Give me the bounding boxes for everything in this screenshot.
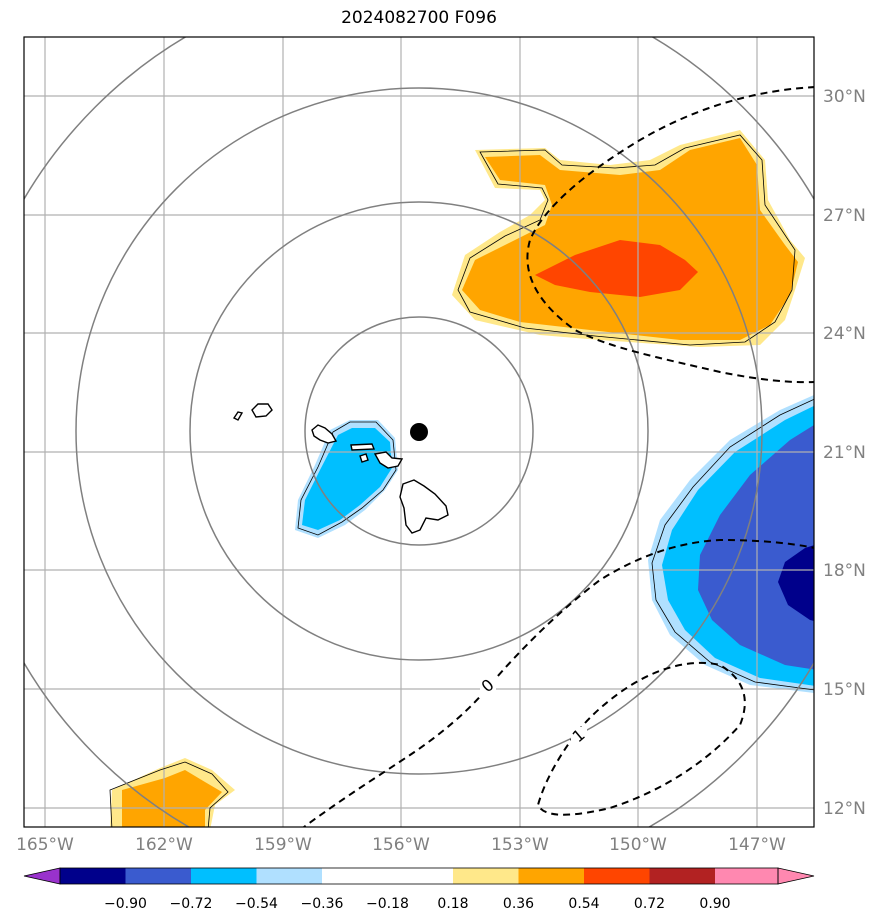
lat-label: 27°N (823, 206, 866, 226)
colorbar-segment (715, 868, 778, 884)
contour-label-one: 1 (569, 725, 589, 746)
colorbar-tick-label: 0.72 (634, 896, 665, 912)
colorbar-tick-label: 0.90 (699, 896, 730, 912)
dashed-contour-north (526, 86, 814, 384)
lat-label: 12°N (823, 799, 866, 819)
colorbar-tick-label: 0.54 (568, 896, 599, 912)
island-oahu (311, 424, 338, 444)
map-title: 2024082700 F096 (341, 8, 497, 28)
colorbar-tick-label: −0.54 (235, 896, 278, 912)
positive-anomaly-region-north (452, 130, 805, 347)
colorbar-segment (584, 868, 650, 884)
colorbar-tick-label: −0.36 (301, 896, 344, 912)
contour-label-zero: 0 (478, 675, 498, 696)
colorbar: −0.90 −0.72 −0.54 −0.36 −0.18 0.18 0.36 … (23, 867, 815, 912)
lat-label: 18°N (823, 561, 866, 581)
island-niihau (232, 411, 244, 421)
colorbar-tick-label: −0.72 (170, 896, 213, 912)
negative-anomaly-region-southeast (648, 395, 814, 693)
hawaiian-islands (232, 403, 449, 534)
longitude-labels: 165°W 162°W 159°W 156°W 153°W 150°W 147°… (16, 835, 786, 855)
colorbar-tick-label: −0.90 (104, 896, 147, 912)
lon-label: 159°W (254, 835, 312, 855)
graticule (24, 37, 814, 827)
colorbar-segment (60, 868, 126, 884)
island-maui (373, 451, 404, 469)
lon-label: 147°W (728, 835, 786, 855)
lat-label: 21°N (823, 443, 866, 463)
colorbar-tick-label: 0.18 (437, 896, 468, 912)
island-molokai (350, 443, 376, 451)
island-hawaii (399, 479, 449, 534)
colorbar-extend-min (23, 867, 61, 885)
lon-label: 153°W (491, 835, 549, 855)
lat-label: 15°N (823, 680, 866, 700)
island-lanai (359, 453, 369, 463)
colorbar-segment (191, 868, 257, 884)
colorbar-extend-max (777, 867, 815, 885)
range-rings (24, 37, 814, 827)
lon-label: 150°W (609, 835, 667, 855)
colorbar-labels: −0.90 −0.72 −0.54 −0.36 −0.18 0.18 0.36 … (104, 896, 731, 912)
lon-label: 162°W (135, 835, 193, 855)
lat-label: 30°N (823, 87, 866, 107)
colorbar-segment (256, 868, 322, 884)
colorbar-segment (453, 868, 519, 884)
plot-frame (23, 36, 815, 828)
colorbar-segment (322, 868, 388, 884)
lon-label: 165°W (16, 835, 74, 855)
colorbar-tick-label: 0.36 (503, 896, 534, 912)
colorbar-tick-label: −0.18 (366, 896, 409, 912)
island-kauai (251, 403, 273, 418)
lat-label: 24°N (823, 324, 866, 344)
center-marker (410, 423, 428, 441)
colorbar-segment (518, 868, 584, 884)
positive-anomaly-region-southwest (110, 758, 235, 827)
colorbar-frame (59, 867, 779, 885)
colorbar-segment (649, 868, 715, 884)
lon-label: 156°W (372, 835, 430, 855)
colorbar-segment (387, 868, 453, 884)
colorbar-segment (125, 868, 191, 884)
dashed-contour-zero (302, 538, 814, 827)
latitude-labels: 30°N 27°N 24°N 21°N 18°N 15°N 12°N (823, 87, 866, 819)
